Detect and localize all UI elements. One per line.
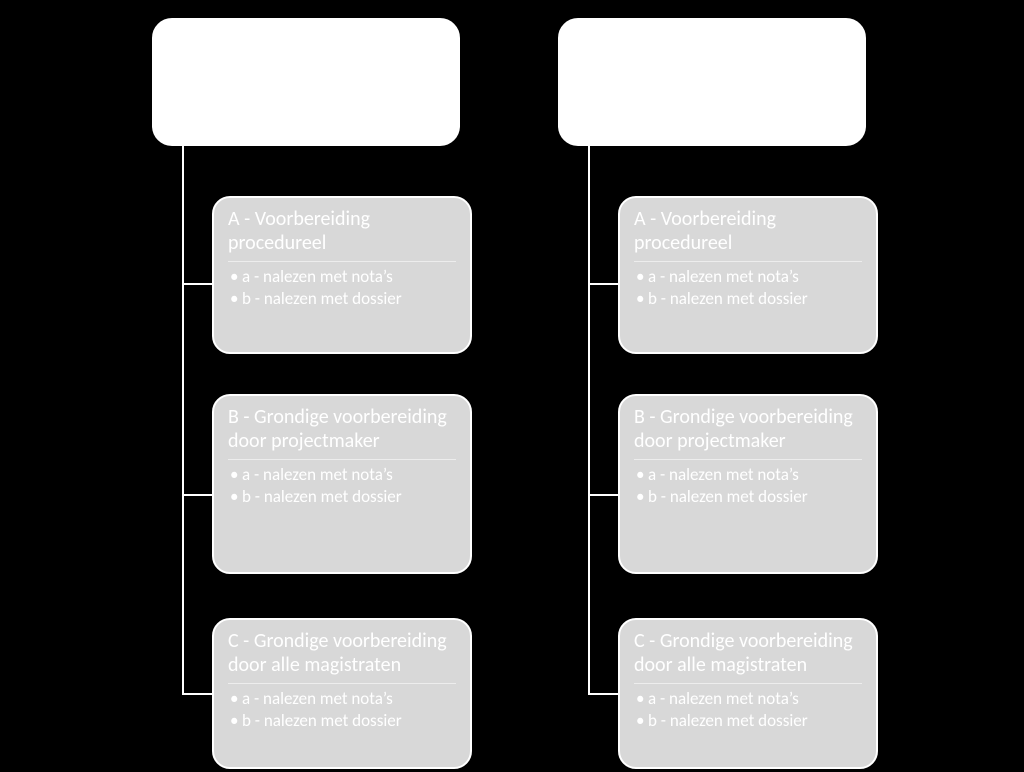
child-bullets-left-b: a - nalezen met nota’s b - nalezen met d… <box>228 459 456 508</box>
top-node-left <box>152 18 460 146</box>
connector-h-left-c <box>182 693 212 695</box>
connector-h-right-a <box>588 283 618 285</box>
connector-vertical-trunk-left <box>182 146 184 694</box>
bullet: b - nalezen met dossier <box>634 288 862 310</box>
connector-h-left-a <box>182 283 212 285</box>
child-bullets-left-c: a - nalezen met nota’s b - nalezen met d… <box>228 683 456 732</box>
child-title-right-c: C - Grondige voorbereiding door alle mag… <box>634 630 862 677</box>
bullet: b - nalezen met dossier <box>228 710 456 732</box>
child-bullets-right-b: a - nalezen met nota’s b - nalezen met d… <box>634 459 862 508</box>
child-node-right-a: A - Voorbereiding procedureel a - naleze… <box>618 196 878 354</box>
bullet: a - nalezen met nota’s <box>228 464 456 486</box>
child-node-left-b: B - Grondige voorbereiding door projectm… <box>212 394 472 574</box>
bullet: a - nalezen met nota’s <box>634 266 862 288</box>
child-title-right-b: B - Grondige voorbereiding door projectm… <box>634 406 862 453</box>
connector-vertical-trunk-right <box>588 146 590 694</box>
bullet: a - nalezen met nota’s <box>634 688 862 710</box>
child-bullets-left-a: a - nalezen met nota’s b - nalezen met d… <box>228 261 456 310</box>
bullet: a - nalezen met nota’s <box>228 266 456 288</box>
bullet: b - nalezen met dossier <box>228 288 456 310</box>
connector-h-left-b <box>182 494 212 496</box>
bullet: b - nalezen met dossier <box>634 486 862 508</box>
bullet: b - nalezen met dossier <box>228 486 456 508</box>
child-title-left-a: A - Voorbereiding procedureel <box>228 208 456 255</box>
child-node-right-b: B - Grondige voorbereiding door projectm… <box>618 394 878 574</box>
child-bullets-right-c: a - nalezen met nota’s b - nalezen met d… <box>634 683 862 732</box>
child-node-right-c: C - Grondige voorbereiding door alle mag… <box>618 618 878 769</box>
diagram-canvas: A - Voorbereiding procedureel a - naleze… <box>0 0 1024 772</box>
child-node-left-c: C - Grondige voorbereiding door alle mag… <box>212 618 472 769</box>
bullet: a - nalezen met nota’s <box>228 688 456 710</box>
connector-h-right-b <box>588 494 618 496</box>
child-node-left-a: A - Voorbereiding procedureel a - naleze… <box>212 196 472 354</box>
child-title-left-c: C - Grondige voorbereiding door alle mag… <box>228 630 456 677</box>
child-title-right-a: A - Voorbereiding procedureel <box>634 208 862 255</box>
top-node-right <box>558 18 866 146</box>
child-title-left-b: B - Grondige voorbereiding door projectm… <box>228 406 456 453</box>
connector-h-right-c <box>588 693 618 695</box>
bullet: a - nalezen met nota’s <box>634 464 862 486</box>
child-bullets-right-a: a - nalezen met nota’s b - nalezen met d… <box>634 261 862 310</box>
bullet: b - nalezen met dossier <box>634 710 862 732</box>
